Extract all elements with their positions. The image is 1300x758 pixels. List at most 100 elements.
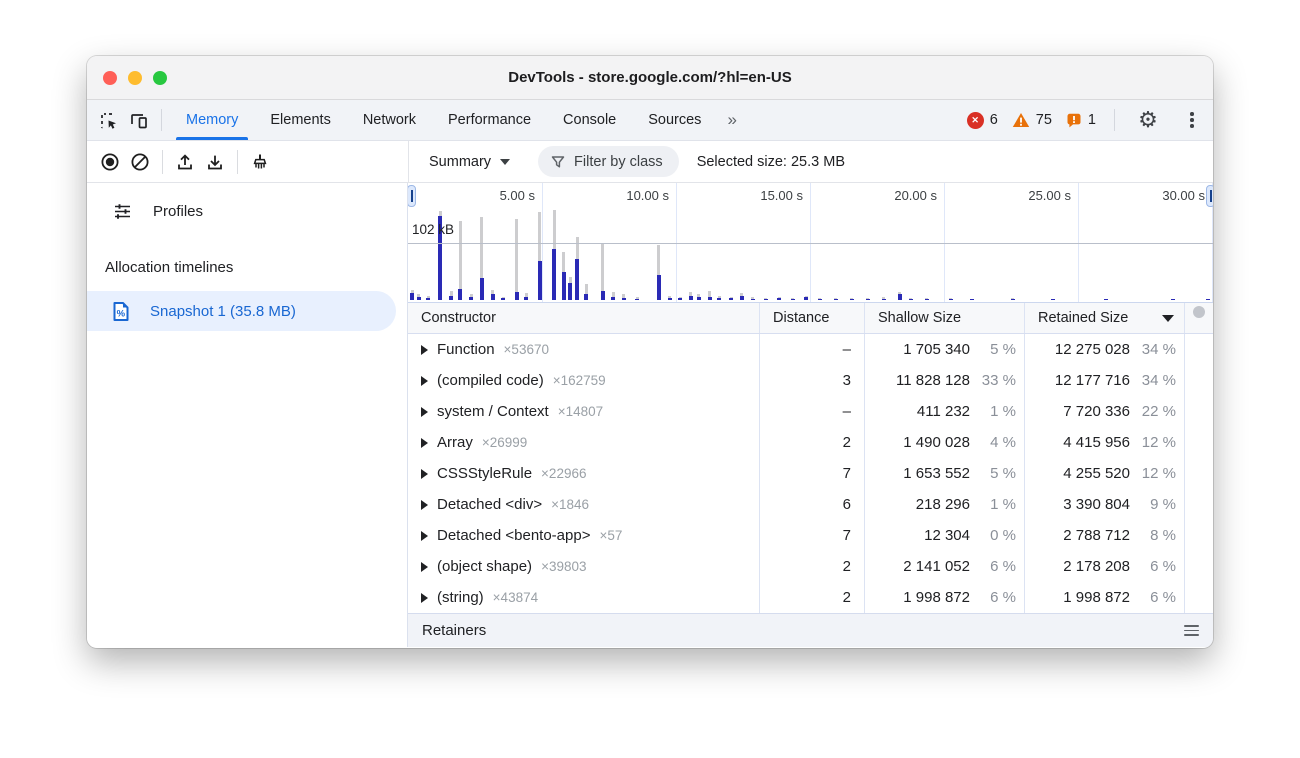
disclosure-triangle-icon[interactable] (421, 592, 428, 603)
disclosure-triangle-icon[interactable] (421, 344, 428, 355)
profiles-label: Profiles (153, 202, 204, 220)
filter-by-class-input[interactable]: Filter by class (538, 146, 679, 177)
time-axis-label: 5.00 s (499, 188, 535, 203)
table-row[interactable]: (string) ×43874 2 1 998 872 6 % 1 998 872… (408, 582, 1213, 613)
instance-count: ×39803 (541, 559, 587, 574)
time-axis-label: 30.00 s (1162, 188, 1205, 203)
more-tabs-button[interactable]: » (727, 110, 737, 129)
constructor-cell: Function ×53670 (408, 334, 760, 365)
clear-view-brush-icon[interactable] (245, 147, 275, 177)
kb-gridline (408, 243, 1213, 244)
record-heap-icon[interactable] (95, 147, 125, 177)
table-row[interactable]: (compiled code) ×162759 3 11 828 128 33 %… (408, 365, 1213, 396)
errors-badge[interactable]: ✕ 6 (966, 111, 998, 129)
table-row[interactable]: Detached <bento-app> ×57 7 12 304 0 % 2 7… (408, 520, 1213, 551)
tab-elements[interactable]: Elements (270, 112, 331, 128)
constructor-cell: (string) ×43874 (408, 582, 760, 613)
heap-table-header: Constructor Distance Shallow Size Retain… (408, 303, 1213, 334)
snapshot-label: Snapshot 1 (35.8 MB) (150, 302, 296, 320)
disclosure-triangle-icon[interactable] (421, 530, 428, 541)
constructor-name: Function (437, 341, 495, 358)
time-gridline (542, 183, 543, 302)
chevron-down-icon (500, 158, 511, 165)
disclosure-triangle-icon[interactable] (421, 375, 428, 386)
hamburger-menu-icon[interactable] (1184, 624, 1199, 637)
gutter-cell (1185, 520, 1213, 551)
title-bar: DevTools - store.google.com/?hl=en-US (87, 56, 1213, 100)
window-title: DevTools - store.google.com/?hl=en-US (508, 69, 792, 86)
instance-count: ×1846 (551, 497, 589, 512)
distance-cell: – (760, 396, 865, 427)
memory-main-panel: 5.00 s 10.00 s 15.00 s 20.00 s 25.00 s 30.00 … (408, 183, 1213, 647)
shallow-size-cell: 2 141 052 6 % (865, 551, 1025, 582)
load-profile-icon[interactable] (170, 147, 200, 177)
view-mode-value: Summary (429, 153, 492, 170)
close-window-button[interactable] (103, 70, 117, 85)
column-header-constructor[interactable]: Constructor (408, 303, 760, 333)
profiles-sidebar: Profiles Allocation timelines % Snapshot… (87, 183, 408, 647)
svg-text:%: % (117, 308, 126, 319)
gutter-cell (1185, 458, 1213, 489)
distance-cell: 7 (760, 520, 865, 551)
retained-size-cell: 4 255 520 12 % (1025, 458, 1185, 489)
disclosure-triangle-icon[interactable] (421, 468, 428, 479)
column-header-shallow-size[interactable]: Shallow Size (865, 303, 1025, 333)
toggle-device-toolbar-icon[interactable] (123, 105, 153, 135)
table-scrollbar-thumb[interactable] (1193, 306, 1205, 318)
distance-cell: – (760, 334, 865, 365)
filter-placeholder: Filter by class (574, 153, 663, 170)
sidebar-item-snapshot-1[interactable]: % Snapshot 1 (35.8 MB) (87, 291, 396, 331)
divider (162, 149, 163, 174)
shallow-size-cell: 11 828 128 33 % (865, 365, 1025, 396)
column-header-gutter (1185, 303, 1213, 333)
save-profile-icon[interactable] (200, 147, 230, 177)
column-header-distance[interactable]: Distance (760, 303, 865, 333)
settings-gear-icon[interactable]: ⚙ (1138, 107, 1158, 132)
tune-sliders-icon (115, 203, 130, 219)
tab-console[interactable]: Console (563, 112, 617, 128)
retained-size-cell: 3 390 804 9 % (1025, 489, 1185, 520)
gutter-cell (1185, 334, 1213, 365)
table-row[interactable]: Array ×26999 2 1 490 028 4 % 4 415 956 12 … (408, 427, 1213, 458)
tab-memory[interactable]: Memory (170, 100, 254, 140)
clear-profiles-icon[interactable] (125, 147, 155, 177)
table-row[interactable]: Function ×53670 – 1 705 340 5 % 12 275 02… (408, 334, 1213, 365)
allocation-timelines-section-label: Allocation timelines (105, 258, 234, 276)
disclosure-triangle-icon[interactable] (421, 499, 428, 510)
constructor-name: (object shape) (437, 558, 533, 575)
time-axis-label: 25.00 s (1028, 188, 1071, 203)
traffic-lights (103, 70, 167, 85)
kebab-menu-icon[interactable] (1177, 105, 1207, 135)
retained-size-cell: 2 788 712 8 % (1025, 520, 1185, 551)
tab-performance[interactable]: Performance (448, 112, 532, 128)
divider (1114, 109, 1115, 131)
constructor-cell: system / Context ×14807 (408, 396, 760, 427)
constructor-name: Array (437, 434, 473, 451)
column-header-retained-size[interactable]: Retained Size (1025, 303, 1185, 333)
warnings-badge[interactable]: 75 (1012, 112, 1052, 128)
timeline-right-handle[interactable] (1206, 185, 1213, 207)
filter-funnel-icon (551, 155, 565, 168)
zoom-window-button[interactable] (153, 70, 167, 85)
retainers-section-header[interactable]: Retainers (408, 613, 1213, 647)
tab-sources[interactable]: Sources (648, 112, 702, 128)
view-mode-select[interactable]: Summary (423, 154, 516, 170)
error-icon: ✕ (966, 111, 984, 129)
allocation-timeline-chart[interactable]: 5.00 s 10.00 s 15.00 s 20.00 s 25.00 s 30.00 … (408, 183, 1213, 303)
timeline-left-handle[interactable] (408, 185, 416, 207)
retained-size-cell: 12 177 716 34 % (1025, 365, 1185, 396)
minimize-window-button[interactable] (128, 70, 142, 85)
inspect-element-icon[interactable] (93, 105, 123, 135)
issues-badge[interactable]: 1 (1066, 112, 1096, 128)
table-row[interactable]: Detached <div> ×1846 6 218 296 1 % 3 390 … (408, 489, 1213, 520)
shallow-size-cell: 1 653 552 5 % (865, 458, 1025, 489)
disclosure-triangle-icon[interactable] (421, 406, 428, 417)
disclosure-triangle-icon[interactable] (421, 561, 428, 572)
constructor-name: system / Context (437, 403, 549, 420)
table-row[interactable]: system / Context ×14807 – 411 232 1 % 7 7… (408, 396, 1213, 427)
table-row[interactable]: (object shape) ×39803 2 2 141 052 6 % 2 1… (408, 551, 1213, 582)
disclosure-triangle-icon[interactable] (421, 437, 428, 448)
table-row[interactable]: CSSStyleRule ×22966 7 1 653 552 5 % 4 255… (408, 458, 1213, 489)
distance-cell: 2 (760, 582, 865, 613)
tab-network[interactable]: Network (362, 112, 417, 128)
